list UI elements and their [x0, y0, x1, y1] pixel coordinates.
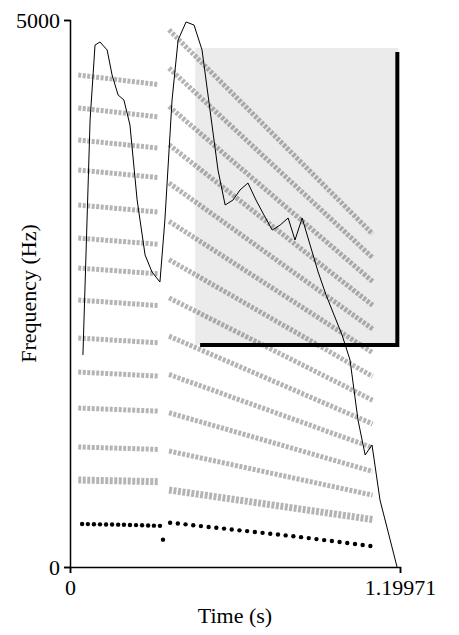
pitch-point	[299, 535, 303, 539]
bracket-horizontal	[200, 343, 397, 347]
x-axis-title: Time (s)	[198, 603, 272, 628]
pitch-point	[116, 522, 120, 526]
x-axis-line	[71, 568, 401, 574]
harmonic-band	[78, 300, 158, 305]
harmonic-band	[169, 260, 373, 377]
harmonic-band	[78, 372, 158, 376]
bracket-vertical	[395, 52, 399, 347]
pitch-point	[330, 539, 334, 543]
pitch-point	[158, 524, 162, 528]
intensity-curve	[83, 22, 397, 567]
harmonic-band	[78, 338, 158, 343]
pitch-point	[368, 544, 372, 548]
y-axis-title: Frequency (Hz)	[16, 224, 41, 363]
pitch-point	[353, 542, 357, 546]
x-tick-label: 1.19971	[365, 575, 437, 600]
y-tick-mark	[64, 20, 70, 22]
harmonic-band	[78, 447, 158, 449]
pitch-point	[140, 523, 144, 527]
pitch-point	[128, 523, 132, 527]
pitch-point	[152, 523, 156, 527]
y-axis: 0 5000	[16, 8, 71, 580]
marks	[78, 22, 398, 567]
y-tick-label: 0	[49, 555, 60, 580]
y-tick-mark	[64, 567, 70, 569]
pitch-point	[345, 541, 349, 545]
x-tick: 0	[65, 567, 76, 600]
pitch-point	[222, 526, 226, 530]
harmonic-band	[169, 413, 373, 472]
plot: 0 1.19971 0 5000 Time (s) Frequency (Hz)	[16, 8, 436, 628]
pitch-point	[283, 533, 287, 537]
pitch-point	[86, 522, 90, 526]
harmonic-band	[169, 145, 373, 305]
harmonic-band	[78, 268, 158, 274]
pitch-point	[314, 537, 318, 541]
pitch-points	[80, 520, 373, 548]
harmonic-band	[78, 238, 158, 244]
harmonic-band	[78, 480, 158, 482]
pitch-point	[260, 531, 264, 535]
harmonic-band	[169, 183, 373, 329]
pitch-point	[276, 532, 280, 536]
pitch-point	[322, 538, 326, 542]
x-tick-label: 0	[65, 575, 76, 600]
harmonic-band	[169, 451, 373, 495]
x-tick: 1.19971	[365, 567, 437, 600]
pitch-point	[146, 523, 150, 527]
pitch-point	[110, 522, 114, 526]
pitch-point	[360, 543, 364, 547]
harmonic-band	[78, 408, 158, 411]
y-axis-line	[64, 21, 71, 568]
pitch-point	[98, 522, 102, 526]
y-tick-label: 5000	[16, 8, 60, 33]
pitch-point	[268, 532, 272, 536]
pitch-point	[206, 525, 210, 529]
harmonic-band	[169, 490, 373, 520]
pitch-point	[191, 523, 195, 527]
pitch-point	[199, 524, 203, 528]
pitch-point	[214, 526, 218, 530]
pitch-point	[230, 527, 234, 531]
pitch-point	[337, 540, 341, 544]
harmonic-band	[78, 170, 158, 178]
pitch-point	[183, 522, 187, 526]
pitch-point	[134, 523, 138, 527]
pitch-point	[104, 522, 108, 526]
harmonic-band	[169, 221, 373, 352]
x-axis: 0 1.19971	[65, 567, 436, 600]
pitch-point	[307, 536, 311, 540]
y-tick: 0	[49, 555, 70, 580]
pitch-point	[291, 534, 295, 538]
pitch-point	[168, 520, 172, 524]
x-tick-mark	[400, 567, 402, 573]
chart: 0 1.19971 0 5000 Time (s) Frequency (Hz)	[0, 0, 459, 635]
harmonic-band	[169, 30, 373, 234]
harmonic-band	[78, 75, 158, 85]
pitch-point	[122, 523, 126, 527]
harmonic-band	[169, 298, 373, 400]
pitch-point	[176, 521, 180, 525]
pitch-point	[237, 528, 241, 532]
harmonic-band	[78, 205, 158, 212]
harmonic-band	[78, 140, 158, 148]
pitch-point	[80, 522, 84, 526]
y-tick: 5000	[16, 8, 70, 33]
harmonic-band	[169, 68, 373, 258]
pitch-point	[253, 530, 257, 534]
pitch-point	[161, 537, 165, 541]
pitch-point	[92, 522, 96, 526]
pitch-point	[245, 529, 249, 533]
